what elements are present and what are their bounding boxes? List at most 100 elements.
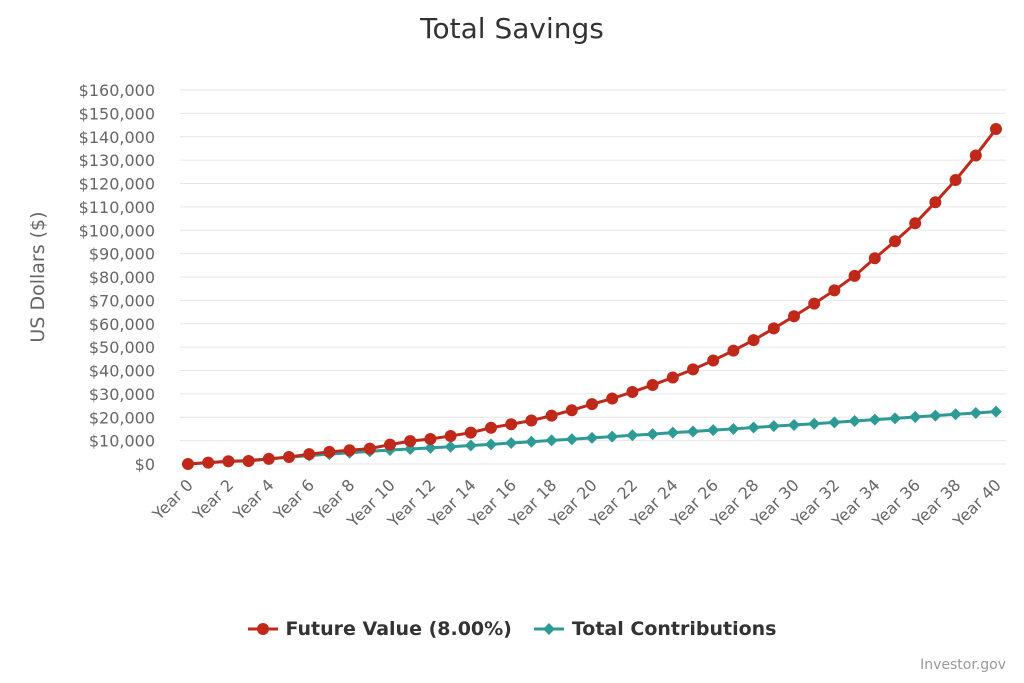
data-point[interactable] <box>808 417 821 430</box>
legend-item-future-value[interactable]: Future Value (8.00%) <box>247 618 512 640</box>
credit-link[interactable]: Investor.gov <box>920 657 1006 673</box>
data-point[interactable] <box>646 428 659 441</box>
data-point[interactable] <box>626 386 639 399</box>
y-tick-label: $0 <box>135 455 155 474</box>
data-point[interactable] <box>687 425 699 438</box>
data-point[interactable] <box>969 407 982 420</box>
data-point[interactable] <box>606 392 619 405</box>
data-point[interactable] <box>485 421 497 434</box>
data-point[interactable] <box>969 149 982 162</box>
legend-swatch-total-contributions <box>533 623 564 635</box>
data-point[interactable] <box>606 430 619 443</box>
data-point[interactable] <box>505 418 518 431</box>
y-tick-label: $40,000 <box>89 362 155 381</box>
data-point[interactable] <box>868 413 881 426</box>
data-point[interactable] <box>586 398 598 411</box>
data-point[interactable] <box>848 414 861 427</box>
data-point[interactable] <box>949 408 962 421</box>
data-point[interactable] <box>687 363 699 376</box>
data-point[interactable] <box>505 436 518 449</box>
data-point[interactable] <box>707 424 720 437</box>
data-point[interactable] <box>525 435 538 448</box>
data-point[interactable] <box>262 452 275 465</box>
data-point[interactable] <box>444 440 457 453</box>
y-tick-label: $150,000 <box>79 104 155 123</box>
data-point[interactable] <box>747 421 760 434</box>
legend-swatch-future-value <box>247 623 278 635</box>
data-point[interactable] <box>565 433 578 446</box>
data-point[interactable] <box>666 426 679 439</box>
data-point[interactable] <box>666 371 679 384</box>
data-point[interactable] <box>565 404 578 417</box>
data-point[interactable] <box>848 269 861 282</box>
y-tick-label: $10,000 <box>89 432 155 451</box>
data-point[interactable] <box>202 456 215 469</box>
y-tick-label: $130,000 <box>79 151 155 170</box>
x-tick-label: Year 4 <box>229 475 278 524</box>
data-point[interactable] <box>222 455 235 468</box>
legend-label-total-contributions: Total Contributions <box>571 618 777 640</box>
data-point[interactable] <box>545 409 558 422</box>
data-point[interactable] <box>909 411 922 424</box>
series-layer <box>182 123 1002 470</box>
y-tick-label: $70,000 <box>89 291 155 310</box>
data-point[interactable] <box>182 458 194 470</box>
data-point[interactable] <box>363 442 376 455</box>
data-point[interactable] <box>990 123 1002 136</box>
data-point[interactable] <box>929 196 942 209</box>
data-point[interactable] <box>646 378 659 391</box>
data-point[interactable] <box>727 344 740 357</box>
data-point[interactable] <box>707 354 720 367</box>
data-point[interactable] <box>464 426 477 439</box>
y-axis-ticks: $0 $10,000 $20,000 $30,000 $40,000 $50,000 $60… <box>79 81 155 474</box>
data-point[interactable] <box>889 235 901 248</box>
data-point[interactable] <box>808 297 821 310</box>
data-point[interactable] <box>949 173 962 186</box>
data-point[interactable] <box>747 334 760 347</box>
chart-title: Total Savings <box>420 12 604 45</box>
data-point[interactable] <box>727 422 740 435</box>
data-point[interactable] <box>464 439 477 452</box>
data-point[interactable] <box>767 322 780 335</box>
data-point[interactable] <box>444 429 457 442</box>
data-point[interactable] <box>868 252 881 265</box>
data-point[interactable] <box>303 448 316 461</box>
data-point[interactable] <box>929 409 942 422</box>
data-point[interactable] <box>788 418 800 431</box>
y-tick-label: $110,000 <box>79 198 155 217</box>
data-point[interactable] <box>990 405 1002 418</box>
grid-lines <box>180 89 1006 465</box>
y-tick-label: $90,000 <box>89 245 155 264</box>
x-tick-label: Year 2 <box>188 475 237 524</box>
data-point[interactable] <box>767 420 780 433</box>
y-tick-label: $140,000 <box>79 128 155 147</box>
data-point[interactable] <box>424 432 437 445</box>
data-point[interactable] <box>909 217 922 230</box>
x-tick-label: Year 6 <box>269 475 318 524</box>
data-point[interactable] <box>384 438 396 451</box>
data-point[interactable] <box>404 435 417 448</box>
y-tick-label: $30,000 <box>89 385 155 404</box>
data-point[interactable] <box>283 450 295 463</box>
data-point[interactable] <box>828 284 841 297</box>
data-point[interactable] <box>525 414 538 427</box>
data-point[interactable] <box>242 454 255 467</box>
data-point[interactable] <box>485 438 497 451</box>
data-point[interactable] <box>889 412 901 425</box>
data-point[interactable] <box>788 310 800 323</box>
y-tick-label: $60,000 <box>89 315 155 334</box>
data-point[interactable] <box>545 434 558 447</box>
data-point[interactable] <box>323 445 336 458</box>
data-point[interactable] <box>586 431 598 444</box>
data-point[interactable] <box>626 429 639 442</box>
data-point[interactable] <box>424 441 437 454</box>
legend: Future Value (8.00%) Total Contributions <box>0 618 1024 640</box>
data-point[interactable] <box>828 416 841 429</box>
y-tick-label: $160,000 <box>79 81 155 100</box>
line-chart: $0 $10,000 $20,000 $30,000 $40,000 $50,000 $60… <box>27 81 1006 531</box>
legend-label-future-value: Future Value (8.00%) <box>285 618 512 640</box>
y-axis-label: US Dollars ($) <box>27 211 49 342</box>
data-point[interactable] <box>343 444 356 457</box>
legend-item-total-contributions[interactable]: Total Contributions <box>533 618 777 640</box>
